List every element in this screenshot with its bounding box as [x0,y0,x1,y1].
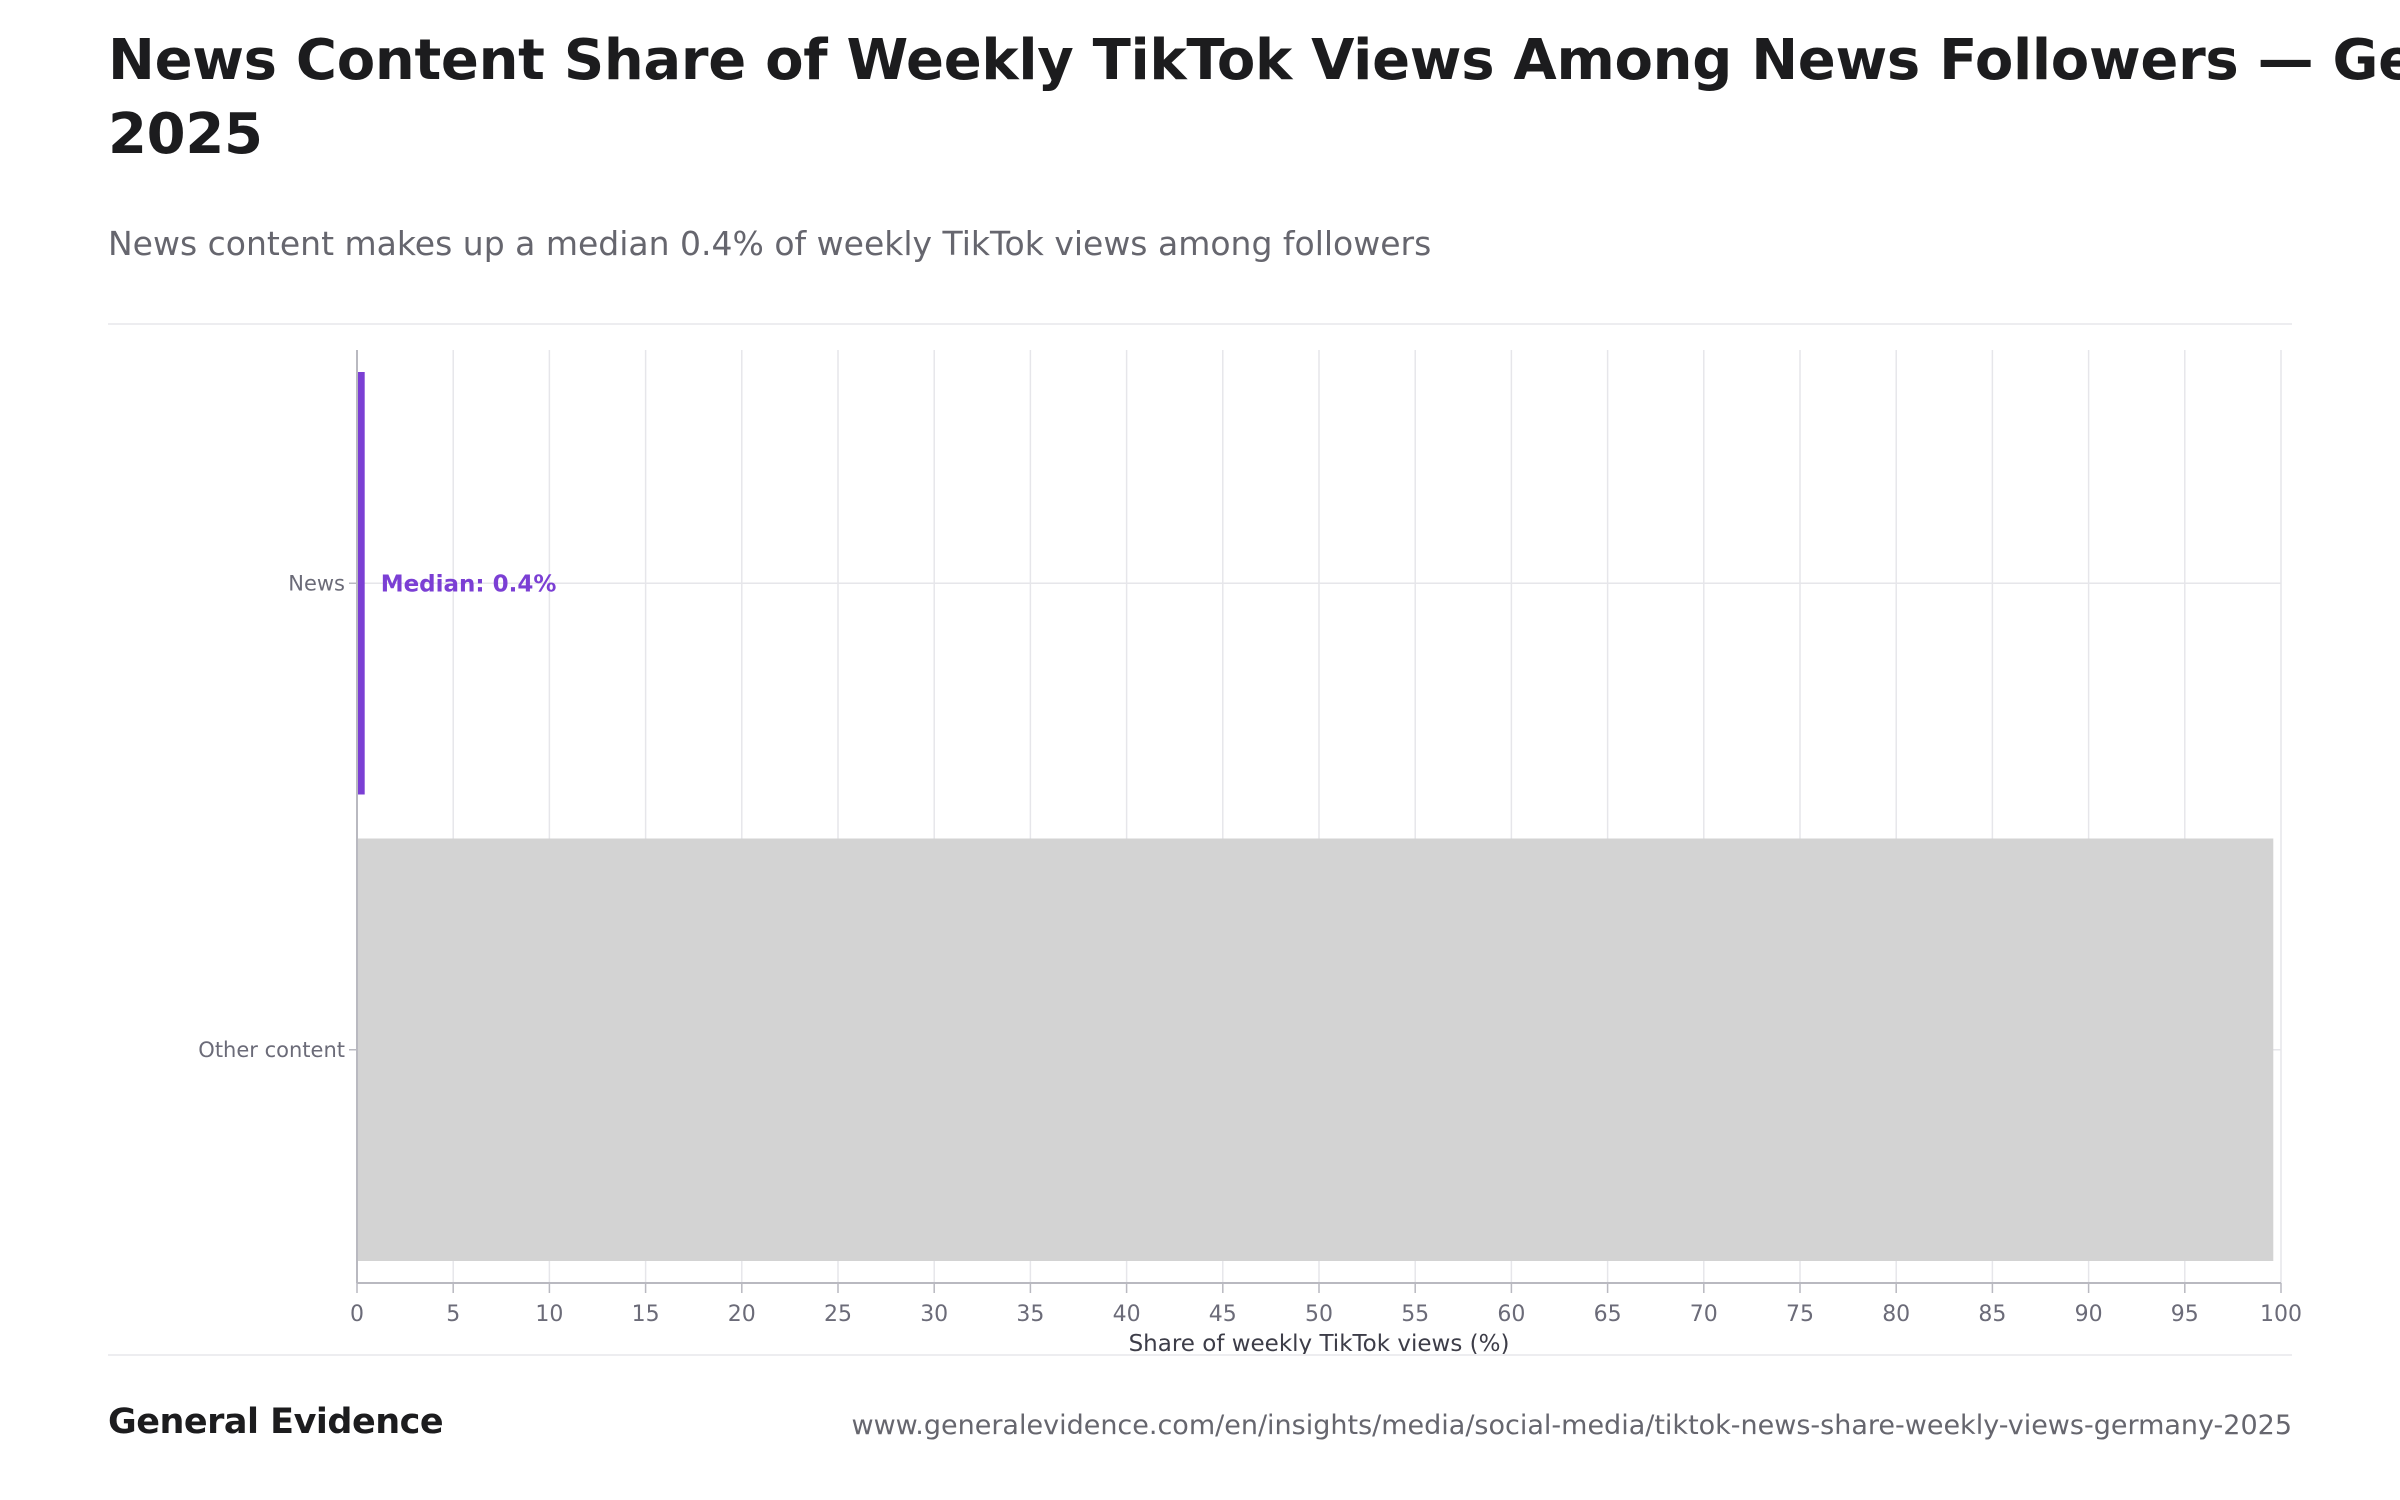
x-tick-label: 95 [2171,1302,2199,1327]
x-tick-label: 20 [728,1302,756,1327]
x-tick-label: 60 [1497,1302,1525,1327]
y-category-label: News [288,571,345,595]
axes [349,350,2282,1293]
chart-title: News Content Share of Weekly TikTok View… [108,24,2400,172]
x-axis-title: Share of weekly TikTok views (%) [1129,1331,1510,1357]
bar-news[interactable] [357,372,365,795]
x-tick-label: 5 [446,1302,460,1327]
x-tick-label: 30 [920,1302,948,1327]
x-tick-label: 65 [1594,1302,1622,1327]
chart-title-line-1: News Content Share of Weekly TikTok View… [108,28,2400,93]
x-tick-label: 35 [1016,1302,1044,1327]
x-tick-label: 15 [632,1302,660,1327]
bottom-divider [108,1354,2292,1356]
bar-chart: 0 5 10 15 20 25 30 35 40 45 50 55 60 65 70 75 80 85 90 95 10… [198,350,2302,1357]
x-tick-label: 10 [535,1302,563,1327]
footer-brand: General Evidence [108,1402,444,1442]
labels: 0 5 10 15 20 25 30 35 40 45 50 55 60 65 70 75 80 85 90 95 10… [198,571,2302,1357]
chart-subtitle: News content makes up a median 0.4% of w… [108,224,1432,263]
x-tick-label: 45 [1209,1302,1237,1327]
x-tick-label: 70 [1690,1302,1718,1327]
x-tick-label: 0 [350,1302,364,1327]
x-tick-label: 50 [1305,1302,1333,1327]
x-tick-label: 55 [1401,1302,1429,1327]
bar-other-content[interactable] [357,838,2274,1262]
median-annotation: Median: 0.4% [381,571,557,597]
y-category-label: Other content [198,1038,345,1062]
x-tick-label: 40 [1113,1302,1141,1327]
x-tick-label: 80 [1882,1302,1910,1327]
x-tick-label: 75 [1786,1302,1814,1327]
footer-url[interactable]: www.generalevidence.com/en/insights/medi… [851,1410,2293,1441]
x-tick-label: 100 [2260,1302,2302,1327]
x-tick-label: 25 [824,1302,852,1327]
chart-title-line-2: 2025 [108,102,263,167]
x-tick-label: 85 [1978,1302,2006,1327]
bars [357,372,2274,1262]
top-divider [108,323,2292,325]
x-tick-label: 90 [2075,1302,2103,1327]
